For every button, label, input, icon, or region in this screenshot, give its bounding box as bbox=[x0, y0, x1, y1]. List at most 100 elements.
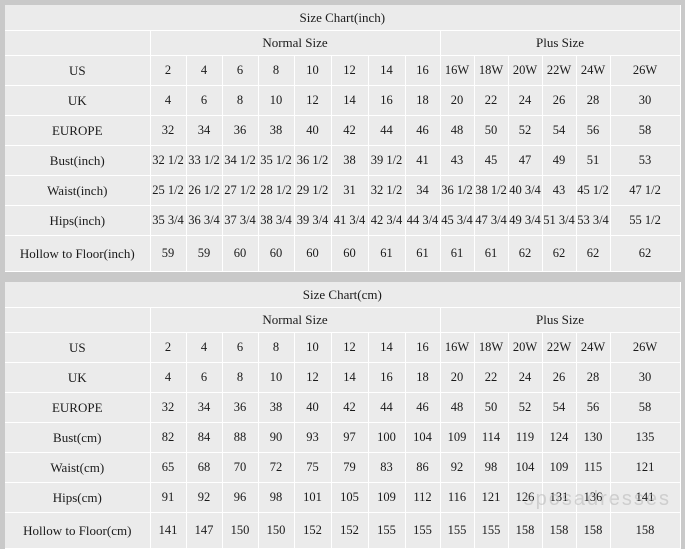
cell: 6 bbox=[186, 85, 223, 116]
table-row: Hollow to Floor(cm) 141 147 150 150 152 152 155… bbox=[5, 512, 681, 549]
cell: 24 bbox=[508, 85, 543, 116]
cm-chart-title: Size Chart(cm) bbox=[5, 282, 681, 308]
cell: 27 1/2 bbox=[222, 175, 259, 206]
cm-row-label-6: Hollow to Floor(cm) bbox=[5, 512, 151, 549]
cell: 32 bbox=[150, 115, 187, 146]
cell: 62 bbox=[508, 235, 543, 272]
cell: 72 bbox=[258, 452, 295, 483]
cell: 8 bbox=[222, 85, 259, 116]
cell: 52 bbox=[508, 392, 543, 423]
size-chart-cm-table: Size Chart(cm) Normal Size Plus Size US 2… bbox=[5, 282, 681, 549]
cell: 45 1/2 bbox=[576, 175, 611, 206]
cell: 49 3/4 bbox=[508, 205, 543, 236]
cell: 61 bbox=[405, 235, 441, 272]
cell: 10 bbox=[258, 362, 295, 393]
cell: 124 bbox=[542, 422, 577, 453]
cell: 51 3/4 bbox=[542, 205, 577, 236]
inch-chart-title: Size Chart(inch) bbox=[5, 5, 681, 31]
cell: 135 bbox=[610, 422, 681, 453]
cell: 42 3/4 bbox=[368, 205, 406, 236]
cm-group-plus-size: Plus Size bbox=[440, 307, 681, 333]
cell: 61 bbox=[368, 235, 406, 272]
cell: 12 bbox=[331, 55, 369, 86]
cell: 50 bbox=[474, 392, 509, 423]
cell: 4 bbox=[150, 362, 187, 393]
cell: 37 3/4 bbox=[222, 205, 259, 236]
cell: 49 bbox=[542, 145, 577, 176]
cell: 60 bbox=[222, 235, 259, 272]
cell: 150 bbox=[258, 512, 295, 549]
cell: 30 bbox=[610, 85, 681, 116]
cell: 62 bbox=[542, 235, 577, 272]
cell: 22 bbox=[474, 362, 509, 393]
cell: 121 bbox=[610, 452, 681, 483]
cell: 47 3/4 bbox=[474, 205, 509, 236]
cell: 96 bbox=[222, 482, 259, 513]
cell: 114 bbox=[474, 422, 509, 453]
cell: 51 bbox=[576, 145, 611, 176]
cell: 31 bbox=[331, 175, 369, 206]
cell: 12 bbox=[294, 362, 332, 393]
cell: 109 bbox=[542, 452, 577, 483]
cell: 38 1/2 bbox=[474, 175, 509, 206]
cell: 22 bbox=[474, 85, 509, 116]
cell: 28 1/2 bbox=[258, 175, 295, 206]
cell: 104 bbox=[508, 452, 543, 483]
table-row: US 2 4 6 8 10 12 14 16 16W 18W 20W 22W 24W 26W bbox=[5, 55, 681, 86]
inch-row-label-3: Bust(inch) bbox=[5, 145, 151, 176]
cell: 8 bbox=[222, 362, 259, 393]
inch-title-row: Size Chart(inch) bbox=[5, 5, 681, 31]
cell: 136 bbox=[576, 482, 611, 513]
cell: 4 bbox=[186, 332, 223, 363]
cell: 141 bbox=[150, 512, 187, 549]
cell: 40 bbox=[294, 392, 332, 423]
inch-row-label-1: UK bbox=[5, 85, 151, 116]
cell: 20W bbox=[508, 55, 543, 86]
cell: 38 bbox=[258, 392, 295, 423]
cell: 83 bbox=[368, 452, 406, 483]
cell: 38 bbox=[258, 115, 295, 146]
cell: 25 1/2 bbox=[150, 175, 187, 206]
cell: 26 1/2 bbox=[186, 175, 223, 206]
cell: 53 bbox=[610, 145, 681, 176]
cell: 109 bbox=[368, 482, 406, 513]
cm-group-blank-cell bbox=[5, 307, 151, 333]
cell: 40 3/4 bbox=[508, 175, 543, 206]
cell: 152 bbox=[331, 512, 369, 549]
cell: 22W bbox=[542, 55, 577, 86]
cell: 26W bbox=[610, 55, 681, 86]
cell: 10 bbox=[294, 55, 332, 86]
cell: 48 bbox=[440, 115, 475, 146]
cell: 18 bbox=[405, 85, 441, 116]
cell: 42 bbox=[331, 392, 369, 423]
cell: 56 bbox=[576, 392, 611, 423]
cell: 36 bbox=[222, 392, 259, 423]
cell: 60 bbox=[294, 235, 332, 272]
cell: 126 bbox=[508, 482, 543, 513]
cell: 54 bbox=[542, 115, 577, 146]
cell: 24W bbox=[576, 332, 611, 363]
inch-group-row: Normal Size Plus Size bbox=[5, 30, 681, 56]
cell: 34 1/2 bbox=[222, 145, 259, 176]
inch-row-label-5: Hips(inch) bbox=[5, 205, 151, 236]
cell: 32 bbox=[150, 392, 187, 423]
cm-row-label-5: Hips(cm) bbox=[5, 482, 151, 513]
cell: 42 bbox=[331, 115, 369, 146]
cell: 14 bbox=[331, 85, 369, 116]
cm-row-label-4: Waist(cm) bbox=[5, 452, 151, 483]
cell: 4 bbox=[150, 85, 187, 116]
cell: 16 bbox=[405, 55, 441, 86]
cm-group-normal-size: Normal Size bbox=[150, 307, 441, 333]
cell: 130 bbox=[576, 422, 611, 453]
cell: 58 bbox=[610, 115, 681, 146]
cell: 141 bbox=[610, 482, 681, 513]
cell: 41 3/4 bbox=[331, 205, 369, 236]
cell: 45 bbox=[474, 145, 509, 176]
cell: 115 bbox=[576, 452, 611, 483]
cell: 65 bbox=[150, 452, 187, 483]
cell: 121 bbox=[474, 482, 509, 513]
cell: 50 bbox=[474, 115, 509, 146]
inch-row-label-6: Hollow to Floor(inch) bbox=[5, 235, 151, 272]
cell: 32 1/2 bbox=[150, 145, 187, 176]
cell: 18W bbox=[474, 332, 509, 363]
